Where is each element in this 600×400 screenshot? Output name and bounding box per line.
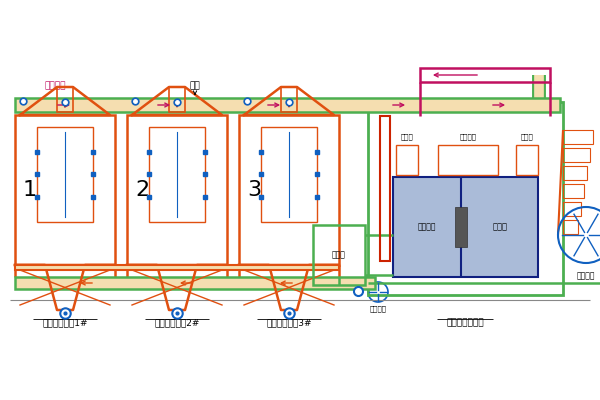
Text: 活性炭吸附塔1#: 活性炭吸附塔1# — [42, 318, 88, 327]
Bar — [563, 148, 590, 162]
Bar — [127, 115, 227, 265]
Bar — [420, 68, 550, 82]
Text: 1: 1 — [23, 180, 37, 200]
Bar — [563, 130, 593, 144]
Bar — [438, 145, 498, 175]
Text: 热交換器: 热交換器 — [460, 133, 476, 140]
Text: 加热区: 加热区 — [493, 222, 508, 232]
Text: 脱附风机: 脱附风机 — [577, 271, 595, 280]
Text: 催化燃烧净化塔: 催化燃烧净化塔 — [446, 318, 484, 327]
Bar — [368, 102, 563, 295]
Bar — [516, 145, 538, 175]
Text: 3: 3 — [247, 180, 261, 200]
Bar — [455, 207, 467, 247]
Bar — [261, 127, 317, 222]
Bar — [563, 202, 581, 216]
Text: 油幕风: 油幕风 — [521, 133, 533, 140]
Text: 补冷风机: 补冷风机 — [370, 305, 386, 312]
Text: 催化燃烧: 催化燃烧 — [418, 222, 436, 232]
Text: 活性炭吸附塔2#: 活性炭吸附塔2# — [154, 318, 200, 327]
Bar — [313, 225, 365, 285]
Text: 2: 2 — [135, 180, 149, 200]
Bar — [393, 177, 538, 277]
Bar — [380, 116, 390, 261]
Bar — [563, 166, 587, 180]
Bar — [149, 127, 205, 222]
Bar — [15, 265, 339, 270]
Text: 活性炭吸附塔3#: 活性炭吸附塔3# — [266, 318, 312, 327]
Bar — [396, 145, 418, 175]
Bar — [563, 220, 578, 234]
Bar — [239, 115, 339, 265]
Bar — [15, 98, 560, 112]
Bar — [281, 87, 297, 112]
Bar — [57, 87, 73, 112]
Bar — [169, 87, 185, 112]
Text: 管道: 管道 — [190, 81, 200, 90]
Text: 气流方向: 气流方向 — [44, 81, 66, 90]
Text: 油挙片: 油挙片 — [401, 133, 413, 140]
Bar — [37, 127, 93, 222]
Bar — [563, 184, 584, 198]
Bar — [15, 115, 115, 265]
Text: 混流笱: 混流笱 — [332, 250, 346, 260]
Bar — [15, 277, 375, 289]
